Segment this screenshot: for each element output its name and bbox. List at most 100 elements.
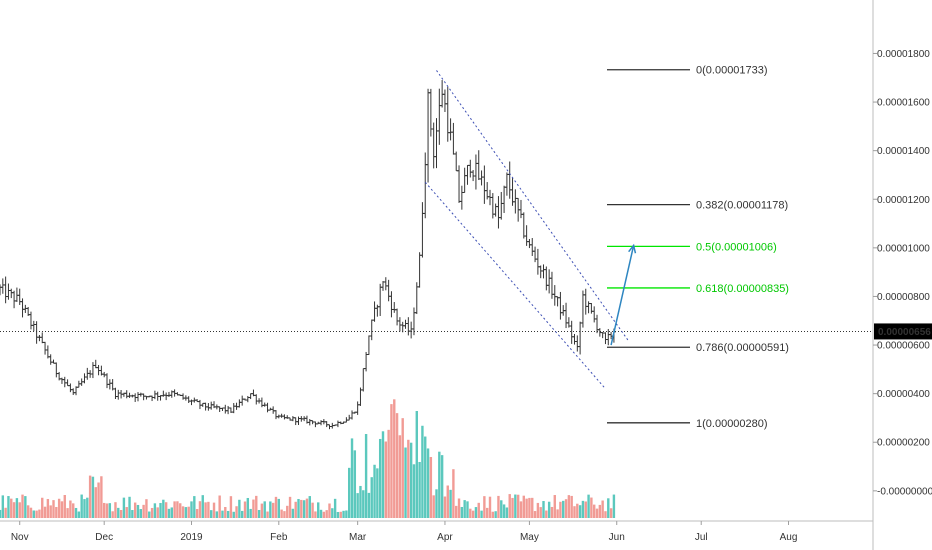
volume-bar xyxy=(356,493,359,518)
volume-bar xyxy=(564,499,568,518)
price-tick-label: 0.00001400 xyxy=(877,146,930,157)
volume-bar xyxy=(443,496,447,518)
volume-bar xyxy=(128,496,131,518)
volume-bar xyxy=(491,511,495,518)
volume-bar xyxy=(435,489,438,518)
volume-bar xyxy=(466,501,469,518)
volume-bar xyxy=(511,497,514,518)
time-tick-label: 2019 xyxy=(180,532,203,543)
volume-bar xyxy=(291,508,295,518)
volume-bar xyxy=(581,500,585,518)
volume-bar xyxy=(159,502,162,518)
price-axis[interactable]: 0.00001800 0.00001600 0.00001400 0.00001200… xyxy=(872,0,932,550)
volume-bar xyxy=(485,507,489,518)
volume-bar xyxy=(170,507,173,518)
volume-bar xyxy=(542,501,545,518)
volume-bar xyxy=(547,501,551,518)
volume-bar xyxy=(201,495,204,518)
volume-bar xyxy=(274,496,278,518)
volume-bar xyxy=(440,455,444,518)
volume-bar xyxy=(269,501,272,518)
volume-bar xyxy=(108,503,112,518)
volume-bar xyxy=(63,495,66,518)
fib-level-label: 0.382(0.00001178) xyxy=(696,200,788,212)
volume-bar xyxy=(353,450,357,518)
volume-bar xyxy=(398,435,402,518)
volume-bar xyxy=(52,500,55,518)
volume-bar xyxy=(576,503,579,518)
volume-bar xyxy=(29,507,33,518)
volume-bar xyxy=(562,500,565,518)
volume-bar xyxy=(215,511,219,518)
volume-bar xyxy=(86,497,89,518)
current-price-badge xyxy=(874,323,932,340)
volume-bar xyxy=(308,496,311,518)
volume-bar xyxy=(401,418,404,518)
volume-bar xyxy=(305,498,309,518)
volume-bar xyxy=(502,504,506,518)
volume-bar xyxy=(359,485,362,518)
time-axis[interactable]: Nov Dec 2019 Feb Mar Apr May Jun Jul Aug xyxy=(0,520,873,543)
volume-bar xyxy=(370,477,373,518)
volume-bar xyxy=(221,510,224,518)
volume-bar xyxy=(131,510,134,518)
channel-lower-line[interactable] xyxy=(424,181,606,390)
volume-bar xyxy=(246,497,250,518)
volume-bar xyxy=(559,501,562,518)
volume-bar xyxy=(176,501,179,518)
arrow-shaft[interactable] xyxy=(610,245,635,346)
volume-bar xyxy=(373,464,376,518)
candles xyxy=(0,80,616,430)
volume-bar xyxy=(457,498,461,518)
volume-bar xyxy=(74,507,78,518)
volume-bar xyxy=(505,507,509,518)
volume-bar xyxy=(1,495,5,518)
volume-bar xyxy=(514,494,517,518)
volume-bar xyxy=(150,507,154,518)
volume-bar xyxy=(364,434,368,518)
volume-bar xyxy=(139,509,143,518)
volume-bar xyxy=(243,501,247,518)
channel-upper-line[interactable] xyxy=(436,70,629,341)
volume-bar xyxy=(286,505,289,518)
projection-arrow[interactable] xyxy=(610,243,637,346)
volume-bar xyxy=(584,501,587,518)
price-tick-label: 0.00000200 xyxy=(877,438,930,449)
arrow-head[interactable] xyxy=(628,243,637,254)
volume-bar xyxy=(195,509,199,518)
volume-bar xyxy=(24,496,27,518)
volume-bar xyxy=(390,404,393,518)
volume-bar xyxy=(119,509,123,518)
volume-bar xyxy=(252,499,255,518)
volume-bar xyxy=(378,438,382,518)
time-tick-label: Feb xyxy=(270,532,288,543)
volume-bar xyxy=(452,469,455,518)
volume-bar xyxy=(531,497,534,518)
volume-bar xyxy=(55,507,58,518)
volume-bar xyxy=(578,505,582,518)
volume-bar xyxy=(609,508,613,518)
volume-bar xyxy=(607,498,610,518)
volume-bar xyxy=(41,497,44,518)
volume-bar xyxy=(376,468,379,518)
volume-bar xyxy=(314,511,317,518)
volume-bar xyxy=(117,507,120,518)
volume-bar xyxy=(328,503,331,518)
volume-bar xyxy=(66,508,69,518)
volume-bar xyxy=(255,495,258,518)
descending-channel[interactable] xyxy=(424,70,629,390)
volume-bar xyxy=(26,505,30,518)
fibonacci-retracement[interactable]: 0(0.00001733) 0.382(0.00001178) 0.5(0.0000… xyxy=(607,65,789,430)
time-tick-label: Nov xyxy=(11,532,29,543)
volume-bar xyxy=(280,509,283,518)
volume-bar xyxy=(601,500,604,518)
volume-bar xyxy=(325,510,328,518)
volume-bar xyxy=(533,511,537,518)
volume-bar xyxy=(336,511,340,518)
volume-bar xyxy=(238,499,241,518)
volume-bar xyxy=(207,501,210,518)
volume-bar xyxy=(424,436,427,518)
volume-bar xyxy=(471,510,475,518)
